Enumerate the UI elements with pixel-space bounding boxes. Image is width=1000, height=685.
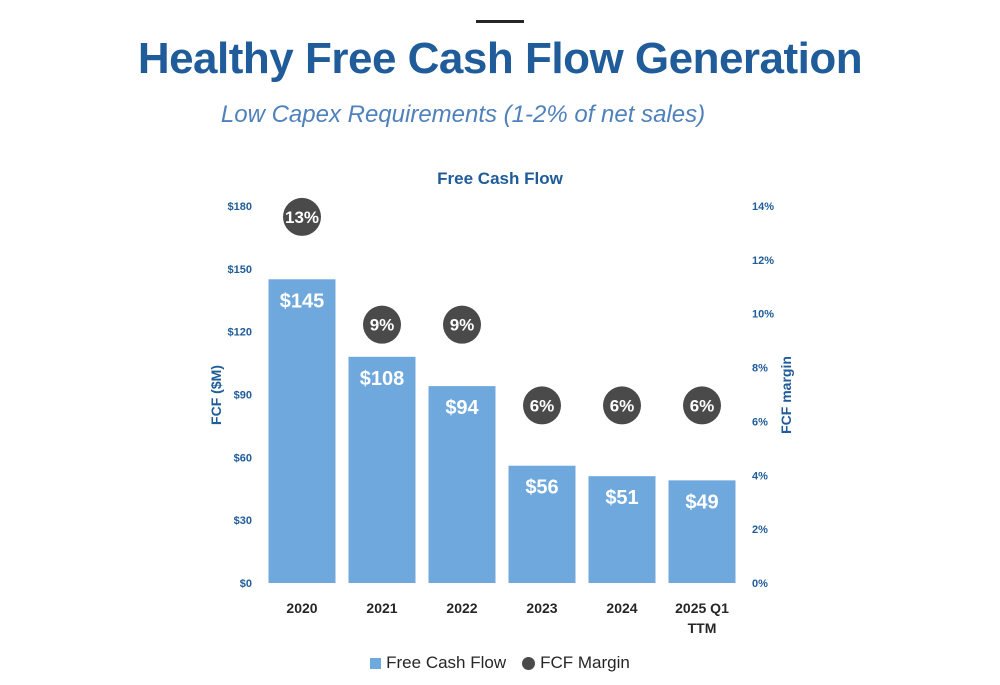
x-axis-tick-label: 2020	[286, 600, 317, 616]
y2-axis-tick-label: 10%	[752, 309, 774, 321]
margin-value-label: 6%	[610, 396, 635, 415]
bar-value-label: $108	[360, 368, 405, 390]
chart-legend: Free Cash Flow FCF Margin	[0, 653, 1000, 673]
bar-value-label: $145	[280, 290, 325, 312]
bar-fcf	[348, 356, 416, 583]
bar-fcf	[668, 480, 736, 583]
x-axis-tick-label: 2023	[526, 600, 557, 616]
legend-label-margin: FCF Margin	[540, 653, 630, 672]
margin-marker	[683, 386, 721, 425]
y-axis-tick-label: $150	[228, 264, 252, 276]
y-axis-title: FCF ($M)	[208, 365, 224, 425]
title-divider	[476, 20, 524, 23]
margin-marker	[443, 305, 481, 344]
chart-title: Free Cash Flow	[437, 169, 563, 188]
bar-value-label: $49	[685, 491, 718, 513]
y-axis-tick-label: $120	[228, 327, 252, 339]
margin-value-label: 9%	[370, 316, 395, 335]
margin-marker	[523, 386, 561, 425]
page-title: Healthy Free Cash Flow Generation	[137, 34, 863, 83]
legend-bar-swatch	[370, 657, 382, 669]
y-axis-tick-label: $90	[234, 390, 252, 402]
y2-axis-tick-label: 14%	[752, 201, 774, 213]
y2-axis-tick-label: 0%	[752, 578, 768, 590]
x-axis-tick-label: 2024	[606, 600, 637, 616]
y2-axis-title: FCF margin	[778, 356, 794, 434]
x-axis-tick-label: 2022	[446, 600, 477, 616]
legend-label-fcf: Free Cash Flow	[386, 653, 507, 672]
y-axis-tick-label: $30	[234, 515, 252, 527]
bar-fcf	[508, 465, 576, 583]
bar-fcf	[428, 386, 496, 583]
x-axis-tick-label: 2021	[366, 600, 397, 616]
margin-marker	[363, 305, 401, 344]
x-axis-tick-label: 2025 Q1 TTM	[675, 600, 729, 636]
legend-item-fcf: Free Cash Flow	[370, 653, 506, 673]
y-axis-tick-label: $60	[234, 452, 252, 464]
margin-value-label: 6%	[690, 396, 715, 415]
y-axis-tick-label: $180	[228, 201, 252, 213]
y2-axis-tick-label: 2%	[752, 524, 768, 536]
bar-fcf	[588, 476, 656, 583]
margin-value-label: 6%	[530, 396, 555, 415]
margin-value-label: 9%	[450, 316, 475, 335]
bar-value-label: $94	[445, 397, 479, 419]
margin-marker	[603, 386, 641, 425]
bar-value-label: $51	[605, 487, 638, 509]
legend-item-margin: FCF Margin	[522, 653, 630, 673]
y-axis-tick-label: $0	[240, 578, 252, 590]
bar-value-label: $56	[525, 477, 558, 499]
y2-axis-tick-label: 12%	[752, 255, 774, 267]
page-subtitle: Low Capex Requirements (1-2% of net sale…	[220, 101, 706, 128]
y2-axis-tick-label: 6%	[752, 416, 768, 428]
legend-dot-swatch	[522, 656, 536, 670]
y2-axis-tick-label: 8%	[752, 363, 768, 375]
bar-fcf	[268, 279, 336, 583]
margin-value-label: 13%	[285, 208, 319, 227]
y2-axis-tick-label: 4%	[752, 470, 768, 482]
margin-marker	[283, 197, 321, 236]
